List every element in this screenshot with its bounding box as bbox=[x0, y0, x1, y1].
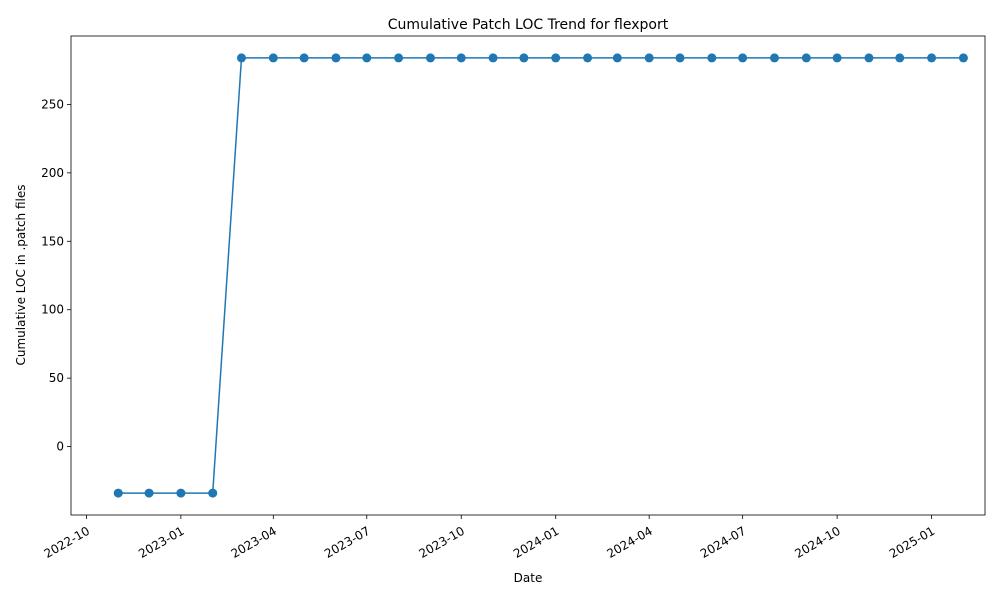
y-tick-label: 200 bbox=[41, 166, 64, 180]
data-point bbox=[583, 53, 593, 63]
data-point bbox=[425, 53, 435, 63]
data-point bbox=[612, 53, 622, 63]
y-tick-label: 100 bbox=[41, 303, 64, 317]
data-point bbox=[927, 53, 937, 63]
y-axis-label: Cumulative LOC in .patch files bbox=[14, 185, 28, 366]
data-point bbox=[331, 53, 341, 63]
data-point bbox=[738, 53, 748, 63]
axes-frame bbox=[70, 35, 986, 516]
data-point bbox=[551, 53, 561, 63]
data-point bbox=[236, 53, 246, 63]
y-tick-label: 150 bbox=[41, 234, 64, 248]
data-point bbox=[832, 53, 842, 63]
data-point bbox=[362, 53, 372, 63]
data-point bbox=[299, 53, 309, 63]
x-axis-label: Date bbox=[514, 571, 543, 585]
data-point bbox=[864, 53, 874, 63]
data-point bbox=[268, 53, 278, 63]
data-point bbox=[769, 53, 779, 63]
data-point bbox=[113, 488, 123, 498]
data-point bbox=[801, 53, 811, 63]
data-point bbox=[519, 53, 529, 63]
chart-title: Cumulative Patch LOC Trend for flexport bbox=[388, 17, 669, 33]
data-point bbox=[176, 488, 186, 498]
data-point bbox=[144, 488, 154, 498]
data-point bbox=[958, 53, 968, 63]
y-tick-label: 50 bbox=[49, 371, 64, 385]
data-point bbox=[208, 488, 218, 498]
series-line bbox=[118, 57, 964, 494]
y-tick-label: 0 bbox=[56, 440, 64, 454]
data-point bbox=[394, 53, 404, 63]
data-point bbox=[895, 53, 905, 63]
data-point bbox=[644, 53, 654, 63]
data-point bbox=[707, 53, 717, 63]
data-point bbox=[456, 53, 466, 63]
data-point bbox=[488, 53, 498, 63]
y-tick-label: 250 bbox=[41, 97, 64, 111]
data-point bbox=[675, 53, 685, 63]
